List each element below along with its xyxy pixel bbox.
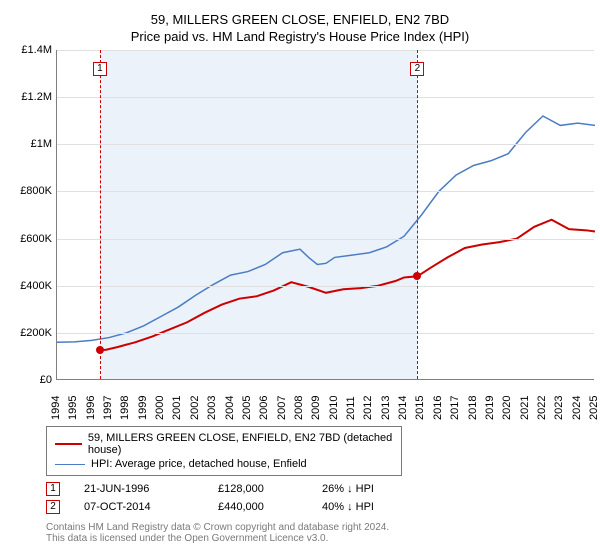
legend-label: 59, MILLERS GREEN CLOSE, ENFIELD, EN2 7B…	[88, 432, 393, 456]
y-axis-label: £1.2M	[8, 91, 52, 103]
x-axis-label: 2019	[484, 384, 496, 420]
sale-price: £128,000	[218, 483, 298, 495]
sale-marker: 2	[46, 500, 60, 514]
event-line	[100, 50, 101, 379]
gridline	[57, 97, 594, 98]
chart-svg	[57, 50, 594, 379]
sale-marker: 1	[46, 482, 60, 496]
sale-date: 21-JUN-1996	[84, 483, 194, 495]
chart-area: 12 £0£200K£400K£600K£800K£1M£1.2M£1.4M19…	[8, 50, 592, 422]
y-axis-label: £1.4M	[8, 44, 52, 56]
y-axis-label: £1M	[8, 138, 52, 150]
x-axis-label: 1998	[119, 384, 131, 420]
sale-point	[413, 272, 421, 280]
x-axis-label: 2023	[553, 384, 565, 420]
x-axis-label: 2020	[501, 384, 513, 420]
gridline	[57, 333, 594, 334]
x-axis-label: 2015	[414, 384, 426, 420]
x-axis-label: 2014	[397, 384, 409, 420]
legend-swatch	[55, 464, 85, 465]
y-axis-label: £400K	[8, 280, 52, 292]
x-axis-label: 2016	[432, 384, 444, 420]
x-axis-label: 2013	[380, 384, 392, 420]
x-axis-label: 2007	[276, 384, 288, 420]
sale-row: 2 07-OCT-2014 £440,000 40% ↓ HPI	[46, 498, 592, 516]
x-axis-label: 2004	[224, 384, 236, 420]
x-axis-label: 1996	[85, 384, 97, 420]
gridline	[57, 144, 594, 145]
sale-pct: 26% ↓ HPI	[322, 483, 432, 495]
x-axis-label: 2022	[536, 384, 548, 420]
x-axis-label: 2002	[189, 384, 201, 420]
sale-date: 07-OCT-2014	[84, 501, 194, 513]
legend-row: HPI: Average price, detached house, Enfi…	[55, 457, 393, 471]
x-axis-label: 2012	[362, 384, 374, 420]
plot-region: 12	[56, 50, 594, 380]
x-axis-label: 1994	[50, 384, 62, 420]
x-axis-label: 2000	[154, 384, 166, 420]
legend-row: 59, MILLERS GREEN CLOSE, ENFIELD, EN2 7B…	[55, 431, 393, 457]
chart-container: 59, MILLERS GREEN CLOSE, ENFIELD, EN2 7B…	[0, 0, 600, 560]
footer-line-1: Contains HM Land Registry data © Crown c…	[46, 522, 592, 533]
x-axis-label: 2008	[293, 384, 305, 420]
y-axis-label: £600K	[8, 233, 52, 245]
x-axis-label: 2005	[241, 384, 253, 420]
x-axis-label: 2003	[206, 384, 218, 420]
y-axis-label: £800K	[8, 185, 52, 197]
gridline	[57, 50, 594, 51]
x-axis-label: 2011	[345, 384, 357, 420]
x-axis-label: 2010	[328, 384, 340, 420]
x-axis-label: 2017	[449, 384, 461, 420]
sales-table: 1 21-JUN-1996 £128,000 26% ↓ HPI 2 07-OCT-201…	[46, 480, 592, 516]
x-axis-label: 2024	[571, 384, 583, 420]
footer: Contains HM Land Registry data © Crown c…	[46, 522, 592, 544]
sale-price: £440,000	[218, 501, 298, 513]
gridline	[57, 286, 594, 287]
gridline	[57, 191, 594, 192]
sale-row: 1 21-JUN-1996 £128,000 26% ↓ HPI	[46, 480, 592, 498]
x-axis-label: 2006	[258, 384, 270, 420]
x-axis-label: 2025	[588, 384, 600, 420]
x-axis-label: 1997	[102, 384, 114, 420]
x-axis-label: 1995	[67, 384, 79, 420]
x-axis-label: 1999	[137, 384, 149, 420]
chart-subtitle: Price paid vs. HM Land Registry's House …	[8, 27, 592, 44]
x-axis-label: 2021	[519, 384, 531, 420]
chart-title: 59, MILLERS GREEN CLOSE, ENFIELD, EN2 7B…	[8, 10, 592, 27]
y-axis-label: £200K	[8, 327, 52, 339]
series-hpi	[57, 116, 595, 342]
x-axis-label: 2018	[467, 384, 479, 420]
footer-line-2: This data is licensed under the Open Gov…	[46, 533, 592, 544]
event-marker: 2	[410, 62, 424, 76]
event-line	[417, 50, 418, 379]
x-axis-label: 2001	[171, 384, 183, 420]
event-marker: 1	[93, 62, 107, 76]
x-axis-label: 2009	[310, 384, 322, 420]
gridline	[57, 239, 594, 240]
legend-label: HPI: Average price, detached house, Enfi…	[91, 458, 307, 470]
legend: 59, MILLERS GREEN CLOSE, ENFIELD, EN2 7B…	[46, 426, 402, 476]
legend-swatch	[55, 443, 82, 445]
y-axis-label: £0	[8, 374, 52, 386]
sale-point	[96, 346, 104, 354]
sale-pct: 40% ↓ HPI	[322, 501, 432, 513]
